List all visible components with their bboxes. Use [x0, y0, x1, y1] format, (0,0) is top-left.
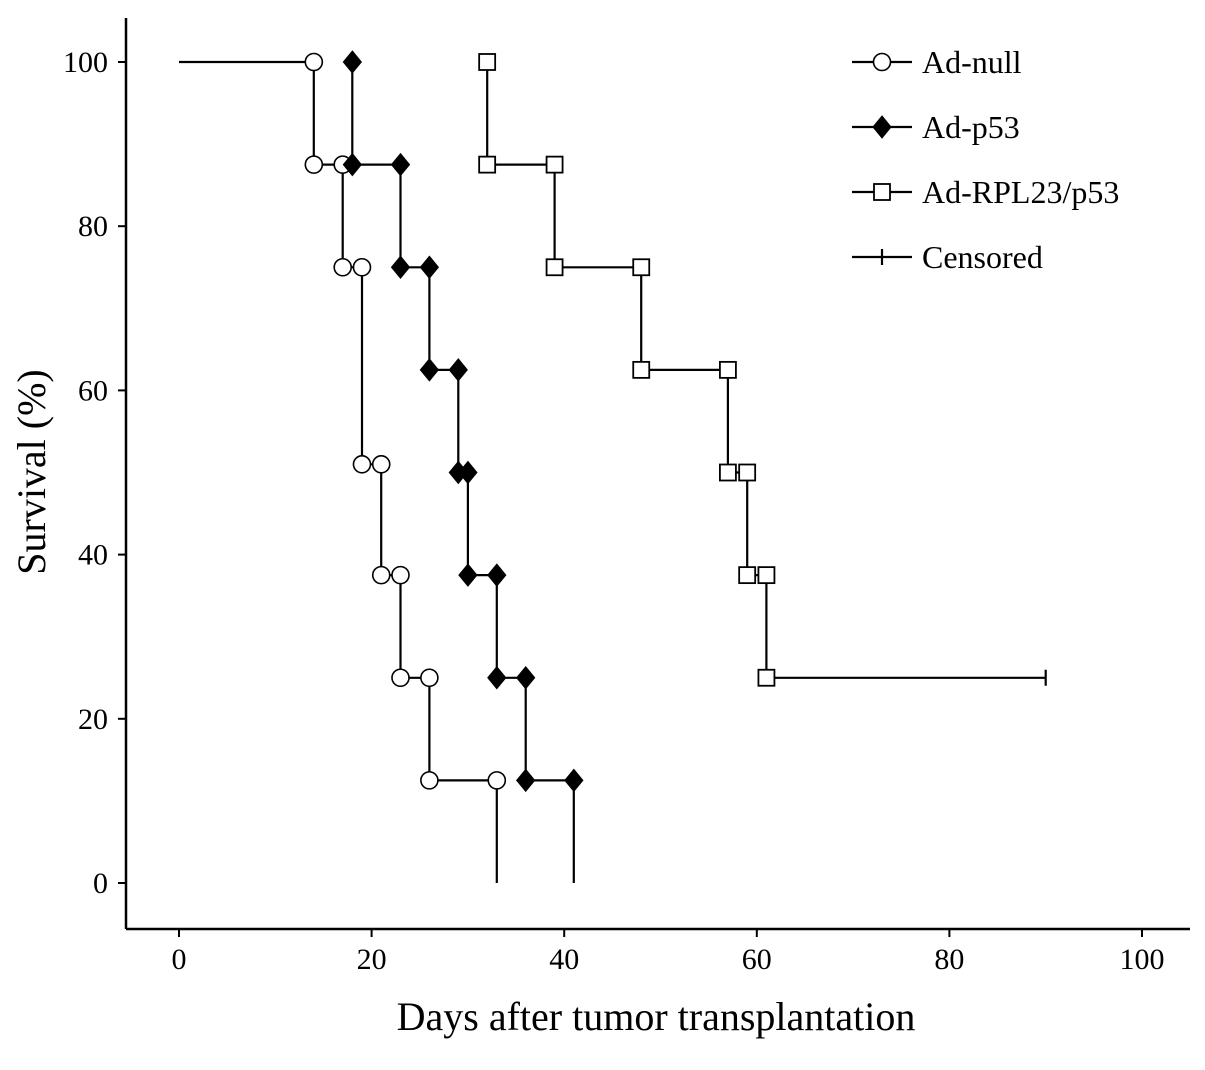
legend-marker [872, 52, 892, 72]
data-point [738, 566, 757, 585]
legend-label: Ad-p53 [922, 109, 1020, 145]
data-point [545, 155, 564, 174]
data-point [391, 565, 410, 585]
data-point [719, 463, 737, 482]
data-point [419, 358, 440, 382]
legend-item: Ad-null [852, 44, 1022, 80]
y-tick-label: 80 [78, 210, 108, 243]
x-tick-label: 0 [172, 943, 187, 976]
data-point [342, 152, 363, 177]
data-point [352, 257, 372, 277]
axes: 0 20 40 60 80 100 0 20 40 60 80 100 [63, 18, 1190, 976]
series-3 [478, 53, 1047, 687]
data-point [304, 155, 324, 174]
data-point [333, 257, 353, 277]
x-tick-label: 60 [742, 943, 772, 976]
data-point [738, 463, 757, 482]
data-point [419, 255, 440, 280]
data-point [757, 566, 776, 585]
data-point [632, 258, 651, 277]
data-point [545, 258, 564, 277]
legend-marker [873, 183, 891, 201]
y-tick-label: 60 [78, 374, 108, 407]
x-tick-label: 80 [934, 943, 964, 976]
series-layer [179, 50, 1047, 883]
data-point [487, 563, 507, 587]
data-point [342, 50, 363, 74]
y-tick-label: 0 [93, 867, 108, 900]
y-tick-label: 40 [78, 539, 108, 572]
legend-item: Censored [852, 239, 1043, 275]
data-point [487, 665, 507, 690]
x-axis-title: Days after tumor transplantation [397, 994, 916, 1039]
data-point [371, 565, 391, 585]
data-point [371, 454, 391, 474]
data-point [516, 768, 536, 793]
data-point [632, 360, 651, 379]
x-tick-label: 20 [357, 943, 387, 976]
legend-item: Ad-p53 [852, 109, 1020, 145]
data-point [390, 255, 411, 280]
legend-marker [872, 115, 892, 139]
data-point [420, 668, 439, 688]
y-axis-title: Survival (%) [9, 369, 54, 575]
data-point [448, 358, 468, 382]
y-tick-label: 20 [78, 703, 108, 736]
data-point [757, 668, 776, 687]
data-point [352, 454, 372, 474]
data-point [458, 460, 478, 485]
data-point [458, 563, 478, 587]
data-point [516, 665, 536, 690]
legend-label: Censored [922, 239, 1043, 275]
x-tick-label: 100 [1120, 943, 1165, 976]
y-tick-label: 100 [63, 46, 108, 79]
data-point [390, 152, 411, 177]
data-point [564, 768, 584, 793]
data-point [391, 668, 410, 688]
data-point [420, 771, 439, 790]
legend-label: Ad-RPL23/p53 [922, 174, 1119, 210]
data-point [478, 155, 497, 174]
series-2 [342, 50, 584, 883]
data-point [304, 52, 324, 72]
data-point [487, 771, 507, 790]
x-tick-label: 40 [549, 943, 579, 976]
data-point [478, 53, 497, 71]
legend: Ad-null Ad-p53 Ad-RPL23/p53 Censored [852, 44, 1119, 275]
legend-label: Ad-null [922, 44, 1022, 80]
legend-item: Ad-RPL23/p53 [852, 174, 1119, 210]
data-point [719, 360, 737, 379]
series-line [486, 62, 1046, 679]
